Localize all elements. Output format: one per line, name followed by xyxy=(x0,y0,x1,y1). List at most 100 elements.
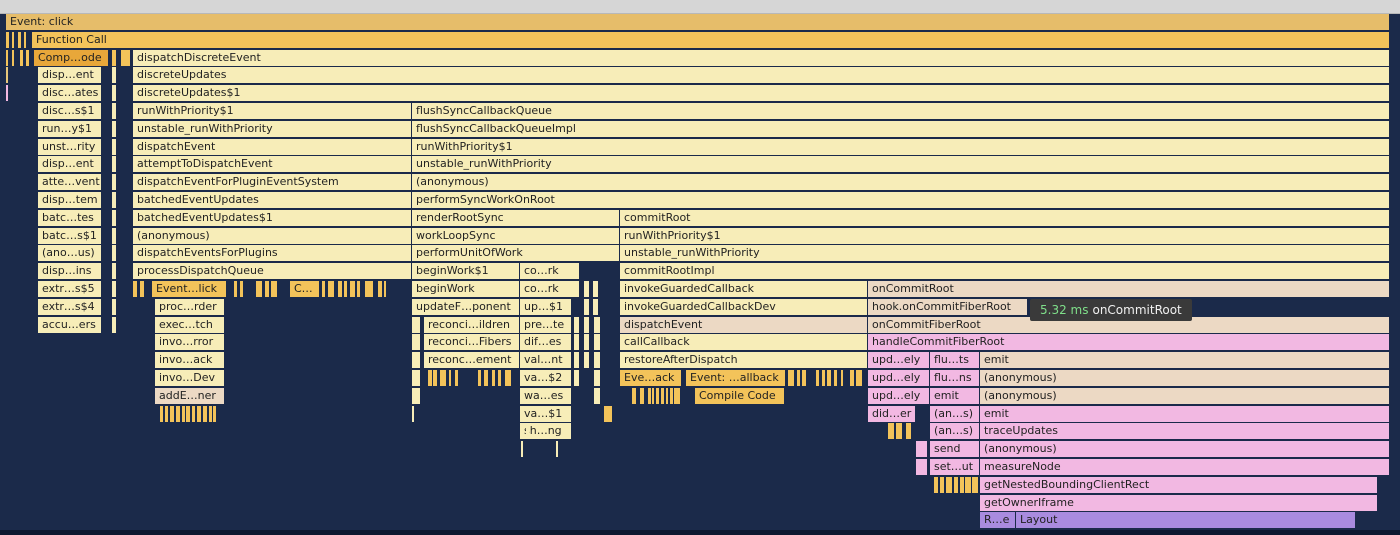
flame-frame-sliver[interactable] xyxy=(112,245,116,263)
flame-frame-sliver[interactable] xyxy=(256,281,262,298)
flame-frame-sliver[interactable] xyxy=(594,316,600,334)
flame-frame[interactable]: unstable_runWithPriority xyxy=(412,156,1390,174)
flame-frame-sliver[interactable] xyxy=(816,370,819,387)
flame-frame-sliver[interactable] xyxy=(133,281,137,298)
flame-frame-sliver[interactable] xyxy=(322,281,325,298)
flame-frame[interactable]: val…nt xyxy=(520,352,572,370)
flame-frame[interactable]: send xyxy=(930,441,980,459)
flame-frame[interactable]: co…rk xyxy=(520,281,580,298)
flame-frame[interactable]: invokeGuardedCallbackDev xyxy=(620,298,868,316)
flame-frame[interactable]: batchedEventUpdates$1 xyxy=(133,209,412,227)
flame-frame-sliver[interactable] xyxy=(12,49,14,67)
flame-frame[interactable]: emit xyxy=(930,387,980,405)
flame-frame[interactable]: reconc…ement xyxy=(424,352,520,370)
flame-frame-sliver[interactable] xyxy=(604,405,612,423)
flame-frame-sliver[interactable] xyxy=(822,370,825,387)
flame-frame[interactable]: attemptToDispatchEvent xyxy=(133,156,412,174)
flame-frame-sliver[interactable] xyxy=(112,85,116,103)
flame-frame[interactable]: unstable_runWithPriority xyxy=(620,245,1390,263)
flame-frame[interactable]: upd…ely xyxy=(868,387,930,405)
flame-frame[interactable]: exec…tch xyxy=(155,316,225,334)
flame-frame[interactable]: dispatchEvent xyxy=(620,316,868,334)
flame-frame-sliver[interactable] xyxy=(960,476,964,494)
flame-frame[interactable]: dispatchEvent xyxy=(133,138,412,156)
flame-frame[interactable]: emit xyxy=(980,352,1390,370)
flame-frame[interactable]: set…ut xyxy=(930,459,980,476)
flame-frame-sliver[interactable] xyxy=(965,476,971,494)
flame-frame-sliver[interactable] xyxy=(896,423,902,441)
flame-frame[interactable]: unst…rity xyxy=(38,138,102,156)
flame-frame-sliver[interactable] xyxy=(484,370,488,387)
flame-frame[interactable]: reconci…ildren xyxy=(424,316,520,334)
flame-frame[interactable]: runWithPriority$1 xyxy=(412,138,1390,156)
flame-frame-sliver[interactable] xyxy=(584,281,589,298)
flame-frame[interactable]: dispatchEventForPluginEventSystem xyxy=(133,174,412,192)
flame-frame-sliver[interactable] xyxy=(505,370,511,387)
flame-frame-sliver[interactable] xyxy=(197,405,201,423)
flame-frame-sliver[interactable] xyxy=(112,120,116,138)
flame-frame-sliver[interactable] xyxy=(972,476,978,494)
flame-frame[interactable]: atte…vent xyxy=(38,174,102,192)
flame-frame[interactable]: commitRoot xyxy=(620,209,1390,227)
flame-frame[interactable]: emit xyxy=(980,405,1390,423)
flame-frame[interactable]: batc…tes xyxy=(38,209,102,227)
flame-frame[interactable]: Event…lick xyxy=(152,281,227,298)
flame-frame-sliver[interactable] xyxy=(165,405,168,423)
flame-frame-sliver[interactable] xyxy=(6,49,8,67)
flame-frame-sliver[interactable] xyxy=(449,370,451,387)
flame-frame-sliver[interactable] xyxy=(594,334,600,352)
flame-frame-sliver[interactable] xyxy=(584,298,589,316)
flame-frame[interactable]: invo…rror xyxy=(155,334,225,352)
flame-frame-sliver[interactable] xyxy=(412,370,420,387)
flame-frame-sliver[interactable] xyxy=(666,387,668,405)
flame-frame[interactable]: hook.onCommitFiberRoot xyxy=(868,298,1028,316)
flame-frame-sliver[interactable] xyxy=(440,370,446,387)
flame-frame[interactable]: batchedEventUpdates xyxy=(133,192,412,209)
flame-frame-sliver[interactable] xyxy=(234,281,237,298)
flame-frame-sliver[interactable] xyxy=(112,281,116,298)
flame-frame-sliver[interactable] xyxy=(916,459,924,476)
flame-frame-sliver[interactable] xyxy=(338,281,342,298)
flame-frame-sliver[interactable] xyxy=(112,209,116,227)
flame-frame-sliver[interactable] xyxy=(498,370,501,387)
flame-frame-sliver[interactable] xyxy=(574,370,579,387)
flame-frame-sliver[interactable] xyxy=(593,298,598,316)
flame-frame-sliver[interactable] xyxy=(112,49,116,67)
flame-frame[interactable]: performSyncWorkOnRoot xyxy=(412,192,1390,209)
flame-frame-sliver[interactable] xyxy=(916,441,926,459)
flame-frame-sliver[interactable] xyxy=(121,49,130,67)
flame-frame-sliver[interactable] xyxy=(412,352,420,370)
flame-frame[interactable]: wa…es xyxy=(520,387,572,405)
flame-frame[interactable]: up…$1 xyxy=(520,298,572,316)
flame-frame-sliver[interactable] xyxy=(271,281,277,298)
flame-frame[interactable]: processDispatchQueue xyxy=(133,263,412,281)
flame-frame-sliver[interactable] xyxy=(433,370,437,387)
flame-frame-sliver[interactable] xyxy=(954,476,958,494)
flame-frame-sliver[interactable] xyxy=(648,387,651,405)
flame-frame-sliver[interactable] xyxy=(888,423,894,441)
flame-frame[interactable]: traceUpdates xyxy=(980,423,1390,441)
flame-frame-sliver[interactable] xyxy=(112,174,116,192)
flame-frame-sliver[interactable] xyxy=(357,281,360,298)
flame-frame[interactable]: proc…rder xyxy=(155,298,225,316)
flame-frame-sliver[interactable] xyxy=(652,387,654,405)
flame-frame[interactable]: va…$1 xyxy=(520,405,572,423)
flame-frame[interactable]: dispatchDiscreteEvent xyxy=(133,49,1390,67)
flame-frame-sliver[interactable] xyxy=(946,476,952,494)
flame-frame-sliver[interactable] xyxy=(328,281,334,298)
flame-frame-sliver[interactable] xyxy=(584,316,589,334)
flame-frame[interactable]: runWithPriority$1 xyxy=(133,103,412,120)
flame-frame[interactable]: flu…ts xyxy=(930,352,980,370)
flame-frame[interactable]: invo…Dev xyxy=(155,370,225,387)
flame-frame[interactable]: discreteUpdates$1 xyxy=(133,85,1390,103)
flame-frame[interactable]: onCommitRoot xyxy=(868,281,1390,298)
flame-frame[interactable]: flushSyncCallbackQueue xyxy=(412,103,1390,120)
flame-frame[interactable]: extr…s$5 xyxy=(38,281,102,298)
flame-frame-sliver[interactable] xyxy=(112,156,116,174)
flame-frame[interactable]: renderRootSync xyxy=(412,209,620,227)
flame-frame[interactable]: (anonymous) xyxy=(980,441,1390,459)
flame-frame[interactable]: disp…tem xyxy=(38,192,102,209)
flame-frame[interactable]: batc…s$1 xyxy=(38,227,102,245)
flame-frame[interactable]: upd…ely xyxy=(868,352,930,370)
flame-frame-sliver[interactable] xyxy=(520,423,522,441)
